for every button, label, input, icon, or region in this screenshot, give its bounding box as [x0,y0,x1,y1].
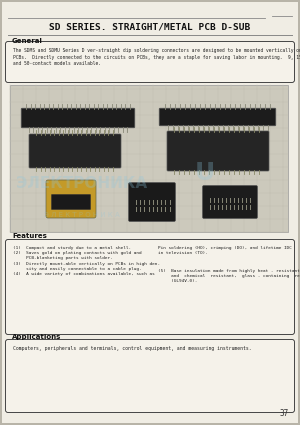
Text: U: U [195,161,215,185]
Text: General: General [12,38,43,44]
FancyBboxPatch shape [202,185,257,218]
Text: Applications: Applications [12,334,61,340]
Text: (5)  Base insulation made from highly heat - resistant
     and  chemical  resis: (5) Base insulation made from highly hea… [158,269,300,283]
FancyBboxPatch shape [128,182,176,221]
FancyBboxPatch shape [29,134,121,168]
FancyBboxPatch shape [5,240,295,334]
Text: The SDMS and SDMU Series D ver-straight dip soldering connectors are designed to: The SDMS and SDMU Series D ver-straight … [13,48,300,66]
Text: 37: 37 [280,409,289,418]
Text: 8cc8e0: 8cc8e0 [80,182,85,184]
Text: SD SERIES. STRAIGHT/METAL PCB D-SUB: SD SERIES. STRAIGHT/METAL PCB D-SUB [50,23,250,31]
Bar [10,85,288,232]
FancyBboxPatch shape [5,42,295,82]
FancyBboxPatch shape [159,108,276,126]
Text: ЭЛЕКТРОНИКА: ЭЛЕКТРОНИКА [16,176,148,190]
FancyBboxPatch shape [21,108,135,128]
Text: Э Л Е К Т Р О Н И К А: Э Л Е К Т Р О Н И К А [44,212,120,218]
Text: Computers, peripherals and terminals, control equipment, and measuring instrumen: Computers, peripherals and terminals, co… [13,346,252,351]
FancyBboxPatch shape [5,340,295,413]
Text: Features: Features [12,233,47,239]
FancyBboxPatch shape [167,131,269,171]
FancyBboxPatch shape [52,195,91,210]
Text: (1)  Compact and sturdy due to a metal shell.
(2)  Saves gold on plating contact: (1) Compact and sturdy due to a metal sh… [13,246,160,276]
FancyBboxPatch shape [46,180,96,218]
Text: Pin soldering (HO), crimping (DO), and lifetime IDC
in television (TO).: Pin soldering (HO), crimping (DO), and l… [158,246,292,255]
